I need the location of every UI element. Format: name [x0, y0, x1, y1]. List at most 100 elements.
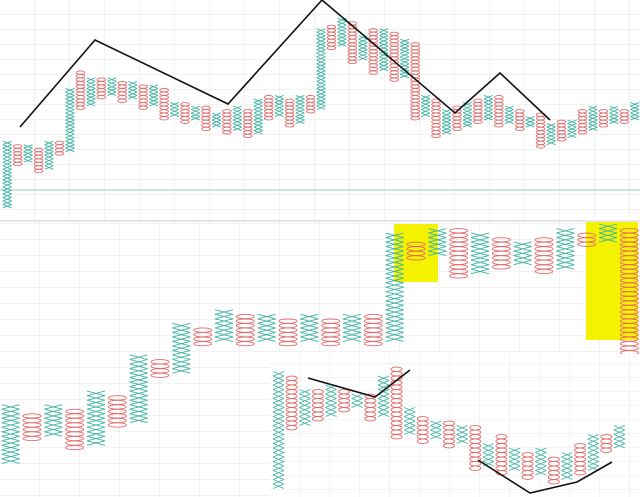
- o-ring: [193, 327, 213, 333]
- x-stroke: [299, 416, 311, 422]
- x-stroke: [504, 112, 514, 117]
- x-stroke: [377, 407, 390, 413]
- trendline: [307, 369, 411, 398]
- x-stroke: [253, 112, 263, 117]
- x-stroke: [588, 112, 598, 117]
- o-ring: [390, 366, 403, 372]
- x-stroke: [483, 105, 493, 110]
- x-stroke: [316, 98, 326, 103]
- x-stroke: [2, 147, 12, 153]
- x-stroke: [337, 31, 347, 37]
- x-stroke: [190, 109, 201, 114]
- x-stroke: [316, 80, 326, 86]
- x-stroke: [316, 102, 326, 107]
- x-stroke: [23, 151, 33, 156]
- x-column: [257, 313, 276, 342]
- x-stroke: [508, 452, 521, 458]
- x-stroke: [598, 237, 618, 243]
- o-column: [577, 109, 588, 135]
- o-ring: [473, 98, 483, 103]
- x-stroke: [316, 35, 326, 40]
- o-column: [598, 109, 609, 128]
- x-stroke: [232, 116, 242, 121]
- x-stroke: [613, 425, 626, 431]
- x-stroke: [1, 453, 20, 460]
- x-stroke: [316, 77, 326, 82]
- o-column: [363, 313, 383, 347]
- x-stroke: [316, 84, 326, 89]
- x-stroke: [316, 38, 326, 44]
- x-stroke: [2, 144, 12, 149]
- x-stroke: [170, 102, 180, 107]
- x-stroke: [2, 168, 12, 174]
- x-stroke: [129, 372, 148, 379]
- x-stroke: [1, 422, 20, 428]
- x-column: [546, 123, 556, 146]
- x-stroke: [107, 80, 117, 86]
- x-stroke: [272, 398, 285, 404]
- x-stroke: [274, 95, 284, 100]
- x-stroke: [400, 45, 410, 51]
- x-stroke: [44, 426, 63, 433]
- x-stroke: [214, 331, 234, 338]
- x-stroke: [613, 429, 626, 435]
- x-stroke: [482, 456, 495, 462]
- x-stroke: [232, 119, 242, 124]
- o-ring: [12, 144, 23, 149]
- x-stroke: [190, 112, 201, 117]
- o-ring: [305, 95, 316, 100]
- grid: [0, 0, 640, 220]
- x-stroke: [546, 130, 556, 135]
- x-stroke: [211, 116, 221, 121]
- x-stroke: [385, 246, 404, 252]
- x-stroke: [300, 331, 319, 338]
- x-stroke: [190, 105, 201, 110]
- o-ring: [534, 237, 554, 243]
- x-column: [428, 228, 447, 257]
- o-column: [452, 105, 462, 131]
- x-stroke: [149, 95, 159, 100]
- x-stroke: [128, 95, 138, 100]
- o-column: [305, 95, 316, 114]
- x-stroke: [513, 250, 532, 257]
- x-stroke: [504, 119, 514, 124]
- o-column: [326, 24, 337, 51]
- x-stroke: [470, 250, 490, 257]
- x-column: [272, 371, 285, 489]
- x-stroke: [86, 422, 106, 428]
- x-stroke: [556, 228, 575, 234]
- x-column: [107, 77, 117, 96]
- x-stroke: [358, 56, 368, 61]
- x-column: [172, 322, 191, 374]
- x-stroke: [470, 264, 490, 270]
- x-stroke: [172, 368, 191, 374]
- x-stroke: [44, 408, 63, 415]
- x-stroke: [337, 24, 347, 30]
- x-stroke: [337, 35, 347, 40]
- o-column: [284, 98, 295, 128]
- x-column: [513, 241, 532, 266]
- trendline: [19, 0, 551, 128]
- x-stroke: [2, 189, 12, 195]
- x-stroke: [482, 452, 495, 458]
- x-stroke: [588, 105, 598, 110]
- x-stroke: [385, 318, 404, 324]
- x-stroke: [525, 119, 535, 124]
- x-stroke: [483, 112, 493, 117]
- x-stroke: [172, 322, 191, 329]
- x-stroke: [379, 63, 389, 68]
- o-column: [449, 228, 469, 279]
- x-stroke: [513, 246, 532, 252]
- o-column: [406, 241, 426, 261]
- x-stroke: [257, 318, 276, 324]
- o-column: [235, 313, 255, 347]
- x-stroke: [253, 102, 263, 107]
- o-column: [278, 318, 298, 347]
- x-stroke: [513, 259, 532, 266]
- x-stroke: [403, 429, 416, 435]
- x-stroke: [272, 393, 285, 399]
- x-stroke: [44, 165, 54, 170]
- x-stroke: [1, 404, 20, 410]
- o-column: [574, 443, 587, 476]
- o-column: [389, 31, 400, 82]
